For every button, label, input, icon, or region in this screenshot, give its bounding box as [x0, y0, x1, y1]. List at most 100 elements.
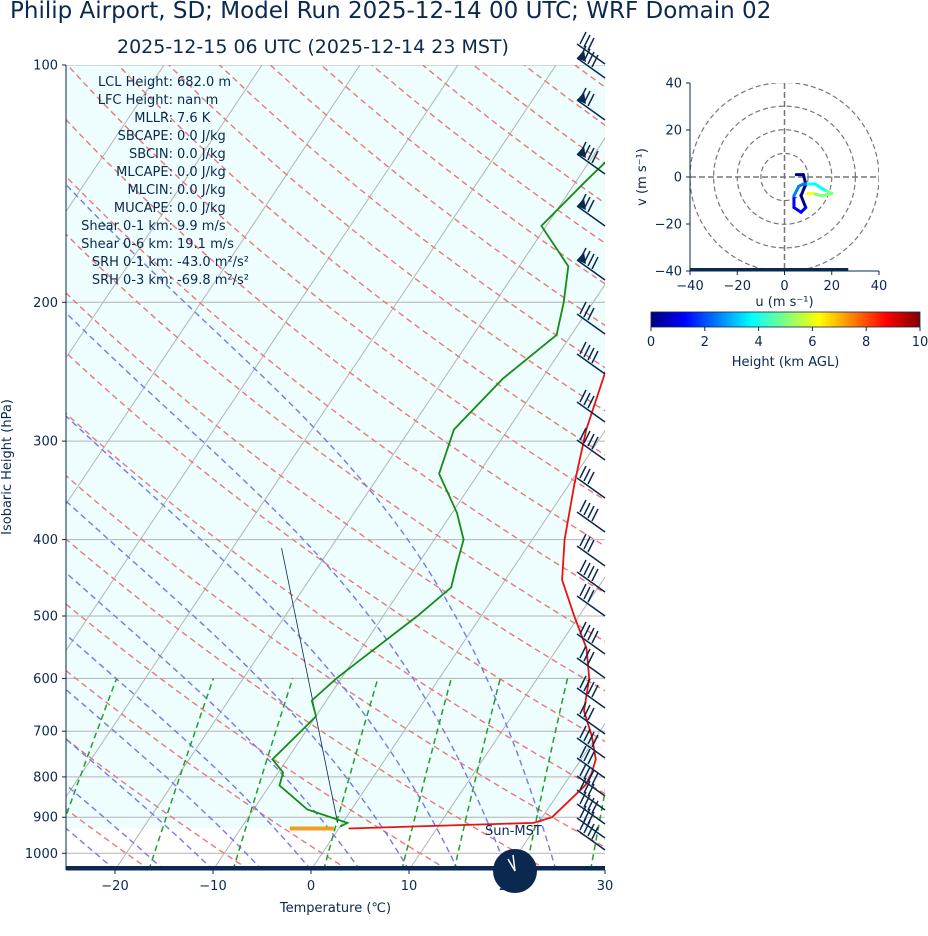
isotherm-gridline — [408, 576, 605, 870]
wind-barb — [576, 621, 606, 655]
moist-adiabat — [66, 738, 214, 870]
moist-adiabat — [66, 311, 508, 870]
page-title: Philip Airport, SD; Model Run 2025-12-14… — [10, 0, 772, 24]
isotherm-gridline — [66, 65, 165, 213]
wind-barb — [576, 31, 606, 65]
isotherm-gridline — [66, 65, 361, 505]
y-tick-label: 1000 — [25, 847, 58, 862]
wind-barb — [576, 725, 606, 759]
mixing-ratio-line — [525, 678, 569, 870]
wind-barb — [576, 645, 606, 679]
wind-barb — [576, 763, 606, 797]
wind-barb — [576, 745, 606, 779]
stat-value: 7.6 K — [177, 111, 211, 126]
y-tick-label: 400 — [33, 533, 58, 548]
dry-adiabat — [66, 669, 349, 870]
stat-value: 19.1 m/s — [177, 237, 234, 252]
stat-value: 0.0 J/kg — [177, 183, 226, 198]
page-subtitle: 2025-12-15 06 UTC (2025-12-14 23 MST) — [117, 36, 509, 58]
dry-adiabat — [574, 65, 605, 88]
stat-label: LCL Height: — [98, 75, 173, 90]
hodograph-y-tick-label: 20 — [665, 124, 682, 139]
hodograph-trace — [811, 191, 824, 198]
hodograph-trace — [792, 184, 801, 198]
isotherm-gridline — [310, 430, 605, 870]
hodograph-bar — [690, 268, 849, 271]
clock-label: Sun-MST — [485, 824, 542, 839]
stat-label: MLCIN: — [128, 183, 173, 198]
dry-adiabat — [66, 808, 151, 870]
wind-barb — [576, 389, 606, 423]
y-tick-label: 600 — [33, 672, 58, 687]
hodograph-x-label: u (m s⁻¹) — [755, 295, 813, 310]
wind-barb — [576, 701, 606, 735]
cape-shading — [66, 65, 605, 829]
mixing-ratio-line — [589, 788, 605, 870]
hodograph-y-tick-label: 0 — [674, 171, 682, 186]
mixing-ratio-line — [66, 678, 118, 818]
hodograph-trace — [799, 194, 808, 210]
y-tick-label: 900 — [33, 811, 58, 826]
wind-barb — [576, 301, 606, 335]
x-tick-label: 10 — [401, 879, 418, 894]
y-tick-label: 100 — [33, 59, 58, 74]
hodograph-x-tick-label: −40 — [676, 279, 703, 294]
wind-barb — [576, 427, 606, 461]
clock-hand — [507, 858, 516, 872]
y-axis-label: Isobaric Height (hPa) — [0, 399, 15, 535]
wind-barb — [576, 817, 606, 851]
stat-label: MLCAPE: — [116, 165, 173, 180]
hodograph-trace — [799, 182, 808, 198]
stat-value: 0.0 J/kg — [177, 201, 226, 216]
x-axis-label: Temperature (℃) — [279, 901, 391, 916]
stat-label: SBCIN: — [129, 147, 173, 162]
stat-label: SBCAPE: — [118, 129, 173, 144]
temperature-profile — [348, 370, 605, 830]
dewpoint-profile — [271, 161, 605, 828]
hodograph-y-tick-label: 40 — [665, 77, 682, 92]
stat-label: Shear 0-1 km: — [81, 219, 173, 234]
isotherm-gridline — [604, 869, 605, 870]
wind-barb — [576, 499, 606, 533]
dry-adiabat — [66, 351, 605, 743]
stat-value: 0.0 J/kg — [177, 147, 226, 162]
mixing-ratio-line — [322, 678, 379, 870]
wind-barb — [576, 533, 606, 567]
stat-value: 0.0 J/kg — [177, 165, 226, 180]
x-tick-label: 0 — [307, 879, 315, 894]
wind-barb — [576, 559, 606, 593]
colorbar-tick-label: 10 — [912, 335, 928, 350]
ground-bar — [66, 866, 605, 870]
isotherm-gridline — [66, 65, 557, 798]
isotherm-gridline — [66, 65, 459, 652]
moist-adiabat — [66, 633, 312, 870]
stat-value: 9.9 m/s — [177, 219, 226, 234]
dry-adiabat — [66, 65, 605, 501]
parcel-path — [281, 547, 339, 823]
wind-barb — [576, 675, 606, 709]
hodograph-x-tick-label: −20 — [724, 279, 751, 294]
stat-value: -69.8 m²/s² — [177, 273, 249, 288]
moist-adiabat — [66, 500, 410, 870]
stat-label: MLLR: — [134, 111, 173, 126]
dry-adiabat — [117, 65, 605, 456]
dry-adiabat — [66, 291, 605, 692]
x-tick-label: −20 — [101, 879, 128, 894]
dry-adiabat — [66, 118, 605, 547]
y-tick-label: 300 — [33, 435, 58, 450]
wind-barb — [576, 141, 606, 175]
stat-label: SRH 0-3 km: — [92, 273, 173, 288]
stat-value: nan m — [177, 93, 218, 108]
colorbar-tick-label: 8 — [862, 335, 870, 350]
y-tick-label: 200 — [33, 296, 58, 311]
hodograph-x-tick-label: 20 — [823, 279, 840, 294]
isotherm-gridline — [114, 137, 605, 870]
wind-barb — [576, 45, 606, 79]
colorbar-tick-label: 0 — [647, 335, 655, 350]
hodograph-x-tick-label: 40 — [871, 279, 888, 294]
colorbar-label: Height (km AGL) — [732, 355, 840, 370]
stat-label: MUCAPE: — [114, 201, 173, 216]
colorbar — [650, 311, 921, 328]
moist-adiabat — [66, 415, 459, 870]
